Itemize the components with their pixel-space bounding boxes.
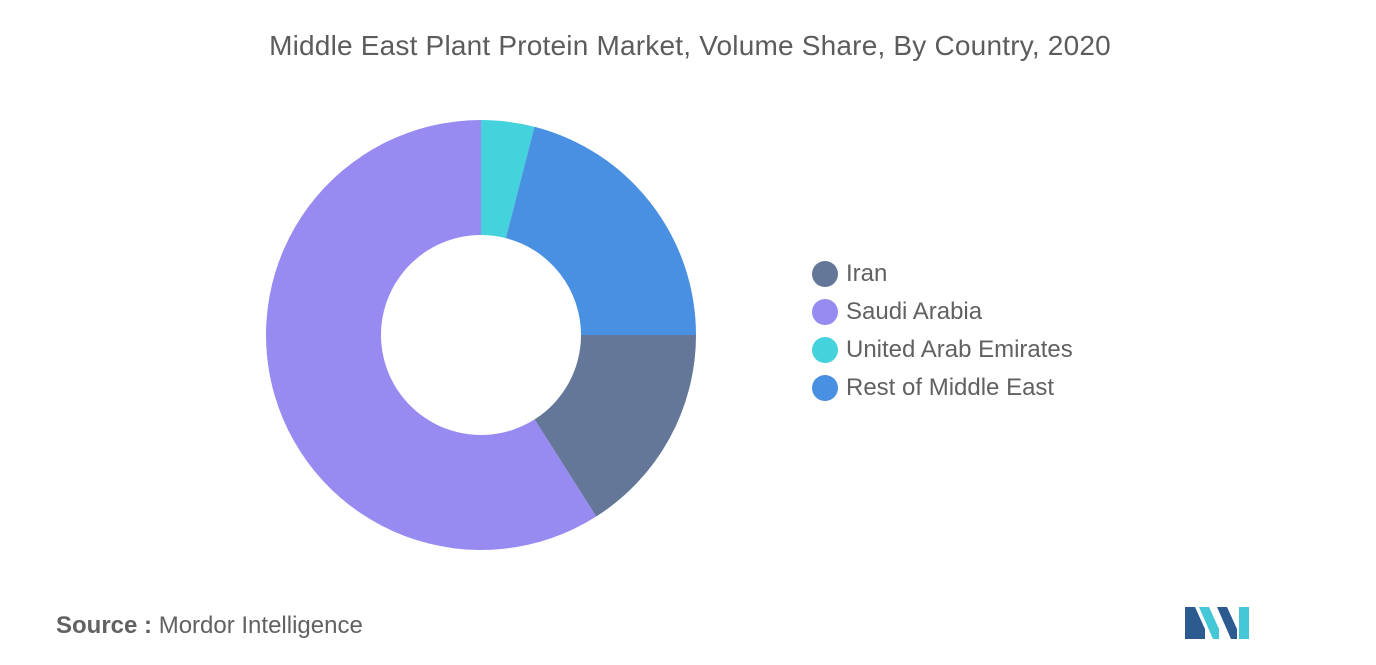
legend-swatch-rest-of-middle-east [812, 375, 838, 401]
logo-shape-4 [1239, 607, 1249, 639]
slice-iran [534, 335, 696, 517]
legend-item-united-arab-emirates: United Arab Emirates [812, 331, 1073, 369]
logo-shape-3 [1217, 607, 1237, 639]
logo-shape-1 [1185, 607, 1205, 639]
legend-label-united-arab-emirates: United Arab Emirates [846, 336, 1073, 363]
legend-item-iran: Iran [812, 255, 1073, 293]
slice-united-arab-emirates [481, 120, 535, 239]
source-label: Source : [56, 612, 153, 639]
source-note: Source : Mordor Intelligence [56, 612, 363, 640]
legend-item-rest-of-middle-east: Rest of Middle East [812, 369, 1073, 407]
slice-rest-of-middle-east [505, 126, 696, 335]
legend-swatch-united-arab-emirates [812, 337, 838, 363]
slice-saudi-arabia [265, 120, 597, 550]
legend: Iran Saudi Arabia United Arab Emirates Rest… [812, 255, 1073, 407]
chart-title: Middle East Plant Protein Market, Volume… [269, 30, 1111, 61]
source-text: Mordor Intelligence [158, 612, 363, 639]
legend-swatch-saudi-arabia [812, 299, 838, 325]
legend-label-rest-of-middle-east: Rest of Middle East [846, 374, 1055, 401]
legend-swatch-iran [812, 261, 838, 287]
legend-item-saudi-arabia: Saudi Arabia [812, 293, 1073, 331]
donut-chart [265, 120, 696, 550]
mordor-intelligence-logo [1185, 607, 1249, 639]
legend-label-iran: Iran [846, 260, 888, 287]
legend-label-saudi-arabia: Saudi Arabia [846, 298, 983, 325]
logo-shape-2 [1199, 607, 1219, 639]
